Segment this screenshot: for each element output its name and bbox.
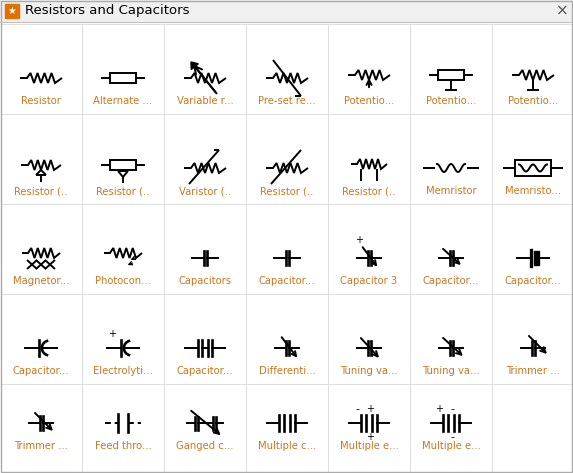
Polygon shape xyxy=(191,62,198,70)
Bar xyxy=(438,70,464,80)
Text: Memristo...: Memristo... xyxy=(505,186,561,196)
Bar xyxy=(110,160,136,170)
Text: Electrolyti...: Electrolyti... xyxy=(93,366,153,376)
Text: ×: × xyxy=(556,3,568,18)
Text: Tuning va...: Tuning va... xyxy=(422,366,480,376)
Text: Photocon...: Photocon... xyxy=(95,276,151,286)
Text: Feed thro...: Feed thro... xyxy=(95,441,151,451)
Text: Trimmer ...: Trimmer ... xyxy=(14,441,68,451)
Text: Capacitor 3: Capacitor 3 xyxy=(340,276,398,286)
Text: Multiple c...: Multiple c... xyxy=(258,441,316,451)
Text: Potentio...: Potentio... xyxy=(426,96,476,106)
Text: Magnetor...: Magnetor... xyxy=(13,276,69,286)
Text: Resistors and Capacitors: Resistors and Capacitors xyxy=(25,5,190,18)
Text: +: + xyxy=(366,404,374,414)
Bar xyxy=(0,0,573,22)
Text: Capacitor...: Capacitor... xyxy=(423,276,479,286)
Text: Tuning va...: Tuning va... xyxy=(340,366,398,376)
Text: Resistor (..: Resistor (.. xyxy=(96,186,150,196)
Text: Resistor (..: Resistor (.. xyxy=(342,186,396,196)
Text: Alternate ...: Alternate ... xyxy=(93,96,152,106)
Text: Potentio...: Potentio... xyxy=(508,96,558,106)
Bar xyxy=(110,73,136,83)
Text: ★: ★ xyxy=(7,6,17,16)
Text: Variable r...: Variable r... xyxy=(176,96,233,106)
Text: +: + xyxy=(355,235,363,245)
Text: Resistor (..: Resistor (.. xyxy=(14,186,68,196)
Text: +: + xyxy=(435,404,443,414)
Text: Capacitor...: Capacitor... xyxy=(176,366,233,376)
Text: +: + xyxy=(366,432,374,442)
Text: Resistor (..: Resistor (.. xyxy=(260,186,313,196)
Bar xyxy=(515,160,551,176)
Text: Potentio...: Potentio... xyxy=(344,96,394,106)
Text: Multiple e...: Multiple e... xyxy=(422,441,480,451)
Text: Pre-set re...: Pre-set re... xyxy=(258,96,316,106)
Text: -: - xyxy=(450,404,454,414)
Text: Capacitor...: Capacitor... xyxy=(258,276,315,286)
Text: -: - xyxy=(450,432,454,442)
Text: Capacitor...: Capacitor... xyxy=(505,276,562,286)
Text: Varistor (..: Varistor (.. xyxy=(179,186,231,196)
Bar xyxy=(5,4,19,18)
Text: Multiple e...: Multiple e... xyxy=(340,441,398,451)
Text: -: - xyxy=(355,404,359,414)
Text: Memristor: Memristor xyxy=(426,186,476,196)
Text: Capacitors: Capacitors xyxy=(179,276,231,286)
Bar xyxy=(534,251,539,265)
Text: Trimmer ...: Trimmer ... xyxy=(506,366,560,376)
Text: Resistor: Resistor xyxy=(21,96,61,106)
Text: Capacitor...: Capacitor... xyxy=(13,366,69,376)
Text: +: + xyxy=(108,329,116,339)
Text: Differenti...: Differenti... xyxy=(258,366,316,376)
Text: Ganged c...: Ganged c... xyxy=(176,441,234,451)
